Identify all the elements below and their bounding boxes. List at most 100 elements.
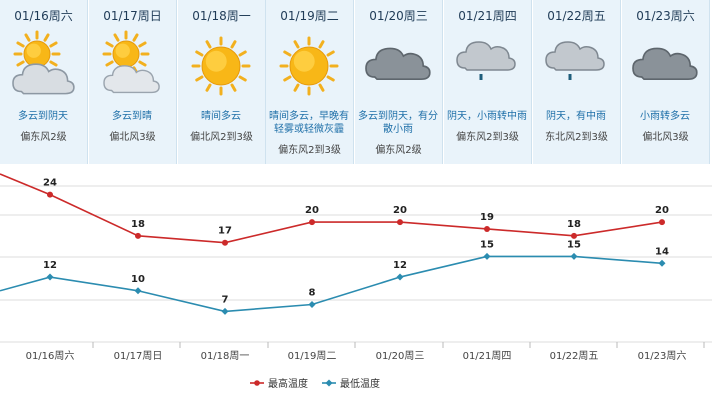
cloud-shape	[12, 63, 75, 95]
data-label: 24	[43, 178, 57, 189]
data-label: 8	[309, 288, 316, 299]
day-description: 晴间多云，早晚有轻雾或轻微灰霾	[269, 111, 349, 135]
day-description: 晴间多云	[201, 111, 241, 122]
cloud-shape	[103, 65, 160, 94]
sun-rays	[279, 36, 339, 96]
legend-item: 最高温度	[250, 377, 308, 390]
data-point	[484, 225, 490, 232]
day-date: 01/22周五	[547, 9, 606, 23]
data-label: 20	[305, 205, 319, 216]
day-date: 01/20周三	[369, 9, 428, 23]
data-point	[47, 191, 53, 198]
forecast-day-4: 01/19周二晴间多云，早晚有轻雾或轻微灰霾偏东风2到3级	[266, 0, 354, 164]
data-label: 20	[655, 205, 669, 216]
x-tick-label: 01/17周日	[114, 350, 163, 362]
partly-cloudy-to-overcast-icon	[12, 30, 75, 95]
data-point	[309, 219, 315, 226]
data-label: 15	[567, 239, 581, 250]
data-label: 18	[567, 219, 581, 230]
day-description: 阴天，有中雨	[546, 111, 606, 122]
day-description: 小雨转多云	[640, 111, 690, 122]
overcast-icon	[632, 47, 698, 81]
data-point	[308, 301, 316, 309]
day-wind: 偏东风2级	[20, 132, 67, 143]
x-tick-label: 01/16周六	[26, 350, 75, 362]
data-label: 19	[480, 212, 494, 223]
x-tick-label: 01/18周一	[201, 350, 250, 362]
data-label: 7	[222, 294, 229, 305]
cloud-rain-icon	[456, 41, 516, 80]
day-date: 01/19周二	[280, 9, 339, 23]
day-wind: 偏北风3级	[109, 132, 156, 143]
data-point	[483, 252, 491, 260]
data-point	[46, 273, 54, 281]
day-wind: 偏东风2到3级	[278, 145, 341, 156]
chart-legend: 最高温度 最低温度	[250, 377, 380, 390]
day-wind: 东北风2到3级	[545, 132, 608, 143]
data-label: 18	[131, 219, 145, 230]
day-date: 01/21周四	[458, 9, 517, 23]
day-wind: 偏东风2级	[375, 145, 422, 156]
data-label: 12	[43, 260, 57, 271]
day-description: 多云到晴	[112, 111, 152, 122]
partly-cloudy-to-sunny-icon	[102, 30, 160, 94]
data-point	[570, 252, 578, 260]
x-tick-label: 01/23周六	[638, 350, 687, 362]
x-tick-label: 01/22周五	[550, 350, 599, 362]
forecast-day-6: 01/21周四 阴天，小雨转中雨 偏东风2到3级	[444, 0, 532, 164]
data-point	[134, 287, 142, 295]
data-label: 17	[218, 226, 232, 237]
day-date: 01/16周六	[14, 9, 73, 23]
cloud-rain-icon	[545, 41, 605, 80]
day-description: 多云到阴天，有分散小雨	[358, 111, 438, 135]
forecast-day-1: 01/16周六 多云到阴天偏东风2级	[0, 0, 88, 164]
data-label: 15	[480, 239, 494, 250]
overcast-icon	[365, 47, 431, 81]
day-description: 阴天，小雨转中雨	[447, 111, 527, 122]
sunny-icon	[279, 36, 339, 96]
day-wind: 偏东风2到3级	[456, 132, 519, 143]
x-tick-label: 01/21周四	[463, 350, 512, 362]
forecast-day-7: 01/22周五 阴天，有中雨 东北风2到3级	[533, 0, 621, 164]
data-point	[658, 259, 666, 267]
day-wind: 偏北风3级	[642, 132, 689, 143]
day-date: 01/17周日	[103, 9, 162, 23]
sunny-icon	[191, 36, 251, 96]
data-label: 20	[393, 205, 407, 216]
legend-label: 最低温度	[340, 377, 380, 390]
data-label: 10	[131, 274, 145, 285]
data-label: 12	[393, 260, 407, 271]
forecast-day-2: 01/17周日 多云到晴偏北风3级	[89, 0, 177, 164]
legend-label: 最高温度	[268, 377, 308, 390]
cloud-shape	[456, 41, 516, 71]
series-line	[0, 255, 663, 313]
x-tick-label: 01/19周二	[288, 350, 337, 362]
day-date: 01/18周一	[192, 9, 251, 23]
data-point	[397, 219, 403, 226]
cloud-shape	[545, 41, 605, 71]
data-point	[659, 219, 665, 226]
day-date: 01/23周六	[636, 9, 695, 23]
x-axis: 01/16周六 01/17周日 01/18周一 01/19周二 01/20周三 01/21…	[26, 342, 705, 362]
cloud-shape	[365, 47, 431, 81]
cloud-shape	[632, 47, 698, 81]
temperature-chart: 01/16周六 01/17周日 01/18周一 01/19周二 01/20周三 01/21…	[0, 173, 712, 390]
data-point	[396, 273, 404, 281]
legend-item: 最低温度	[322, 377, 380, 390]
forecast-strip: 01/16周六 多云到阴天 偏东风2级 01/17周日 多云到晴 偏北风3级 01/18周一…	[0, 0, 712, 164]
sun-rays	[191, 36, 251, 96]
forecast-day-5: 01/20周三多云到阴天，有分散小雨偏东风2级	[355, 0, 443, 164]
data-point	[222, 239, 228, 246]
series-line	[0, 173, 663, 244]
forecast-day-3: 01/18周一 晴间多云偏北风2到3级	[178, 0, 266, 164]
data-point	[571, 232, 577, 239]
chart-series: 24 18 17 20 20 19 18 20 12 10 7 8 12 15 15 14	[0, 173, 669, 315]
day-wind: 偏北风2到3级	[190, 132, 253, 143]
data-point	[135, 232, 141, 239]
x-tick-label: 01/20周三	[376, 350, 425, 362]
forecast-day-8: 01/23周六 小雨转多云偏北风3级	[622, 0, 710, 164]
data-point	[221, 307, 229, 315]
data-label: 14	[655, 246, 669, 257]
chart-grid	[0, 185, 712, 343]
day-description: 多云到阴天	[18, 111, 68, 122]
